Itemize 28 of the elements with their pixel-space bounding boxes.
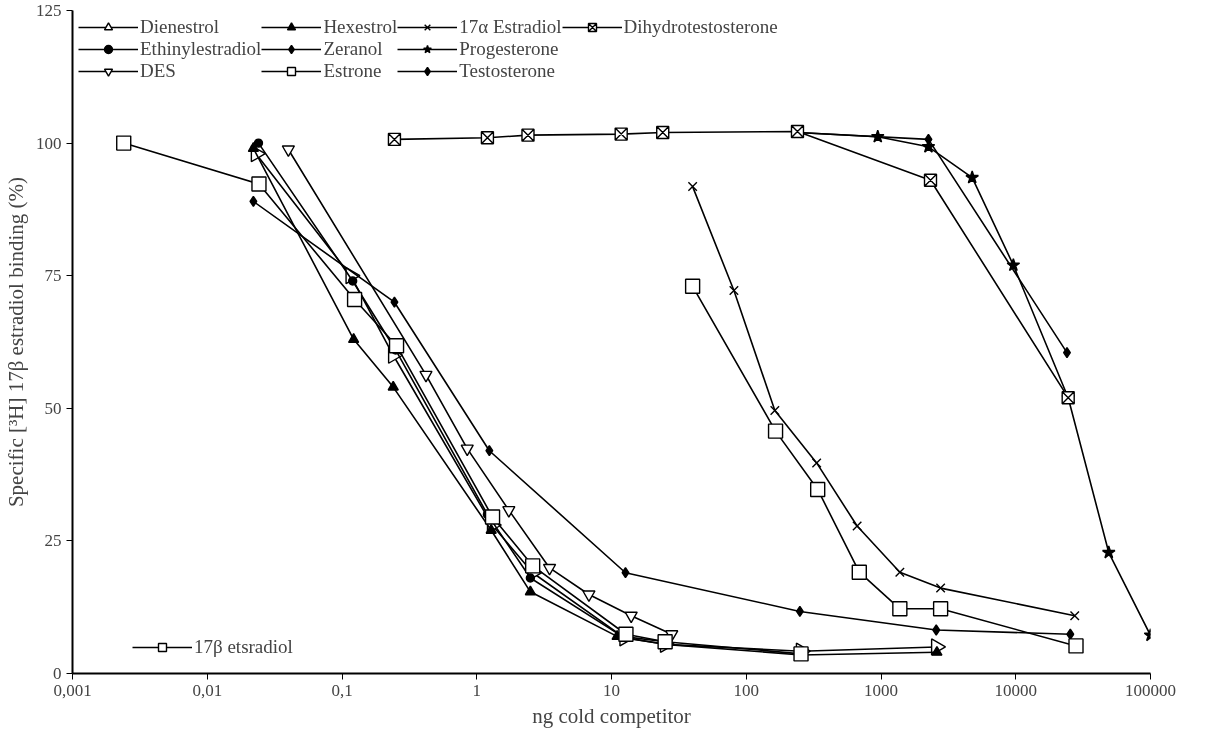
y-tick-label: 75 [44, 266, 62, 286]
legend-label: Estrone [323, 60, 383, 82]
legend-label: Zeranol [323, 38, 384, 60]
x-tick-label: 10 [603, 680, 620, 700]
y-tick-label: 0 [53, 664, 62, 683]
x-tick-label: 1 [472, 680, 481, 700]
x-tick-label: 0,001 [53, 680, 92, 700]
x-axis-title: ng cold competitor [532, 703, 691, 728]
y-tick-label: 100 [36, 133, 62, 153]
legend-label: Testosterone [459, 60, 556, 82]
x-tick-label: 100 [733, 680, 759, 700]
legend-label: Ethinylestradiol [140, 38, 262, 60]
legend-label: Dihydrotestosterone [623, 16, 778, 38]
legend-label: 17α Estradiol [459, 16, 562, 38]
y-axis-title: Specific [³H] 17β estradiol binding (%) [4, 176, 28, 508]
legend-label: Progesterone [459, 38, 559, 60]
y-tick-label: 125 [36, 1, 62, 20]
x-tick-label: 0,01 [192, 680, 223, 700]
x-tick-label: 0,1 [331, 680, 353, 700]
x-tick-label: 1000 [864, 680, 898, 700]
x-tick-label: 100000 [1125, 680, 1176, 700]
legend-label: Hexestrol [323, 16, 398, 38]
y-tick-label: 25 [44, 531, 62, 551]
legend-label: Dienestrol [140, 16, 220, 38]
y-tick-label: 50 [44, 398, 62, 418]
x-tick-label: 10000 [994, 680, 1037, 700]
legend-label: DES [140, 60, 177, 82]
legend-label: 17β etsradiol [194, 636, 293, 658]
